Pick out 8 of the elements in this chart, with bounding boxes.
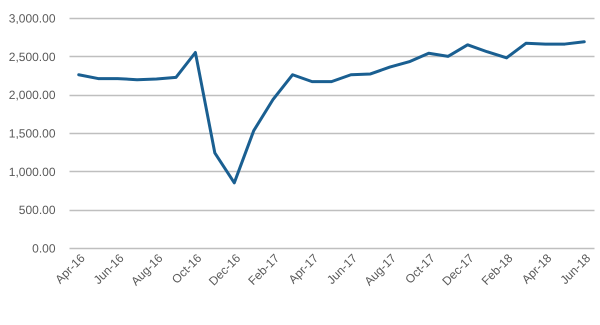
y-tick-label: 1,000.00: [8, 164, 56, 179]
y-tick-label: 3,000.00: [8, 12, 56, 26]
line-series: [77, 40, 586, 184]
y-tick-label: 2,000.00: [8, 88, 56, 102]
y-tick-label: 1,500.00: [8, 126, 56, 140]
y-tick-label: 2,500.00: [8, 50, 56, 64]
y-tick-label: 0.00: [32, 242, 56, 256]
y-tick-label: 500.00: [18, 203, 56, 218]
